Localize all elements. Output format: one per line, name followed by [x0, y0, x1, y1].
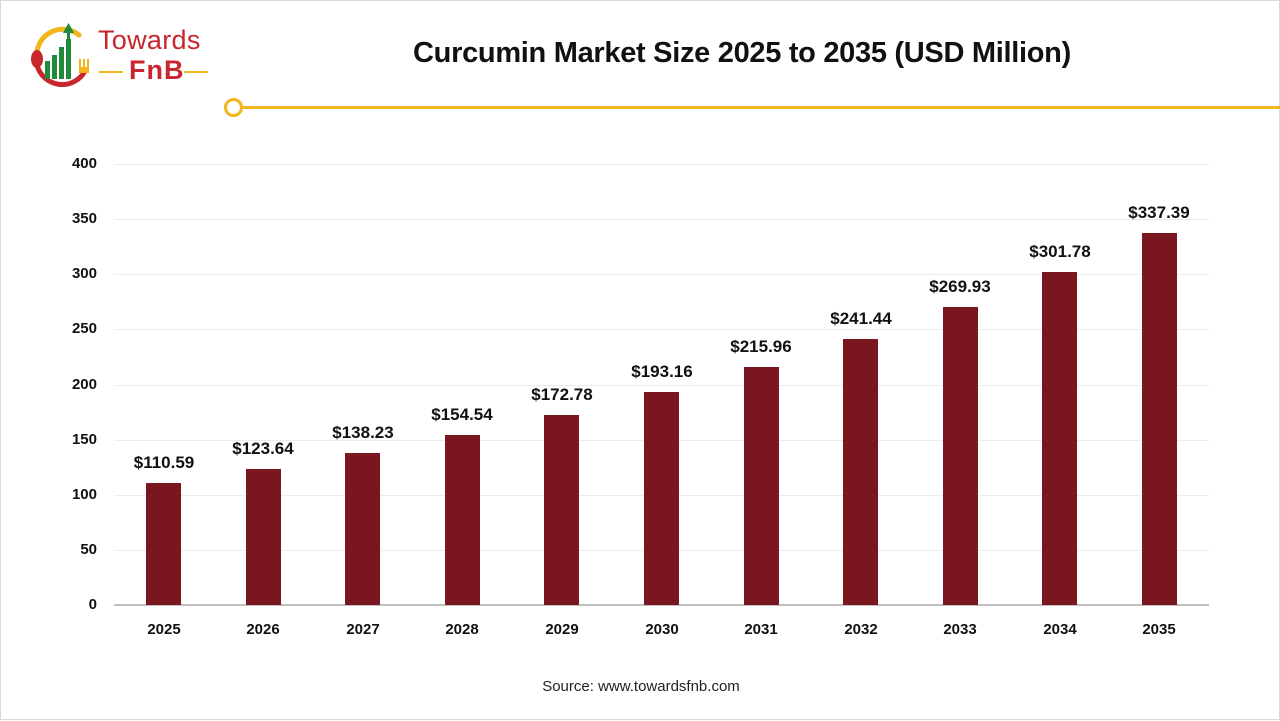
data-label: $301.78: [1029, 242, 1091, 261]
x-axis-tick-label: 2033: [943, 621, 977, 638]
y-axis-tick-label: 100: [71, 486, 97, 503]
x-axis-tick-label: 2029: [545, 621, 579, 638]
bar-2029: [544, 415, 579, 605]
bar-2028: [445, 435, 480, 605]
data-label: $269.93: [929, 277, 991, 296]
bar-2025: [146, 483, 181, 605]
y-axis-tick-label: 400: [71, 155, 97, 172]
bar-2035: [1142, 233, 1177, 605]
source-note: Source: www.towardsfnb.com: [542, 678, 740, 695]
data-label: $337.39: [1128, 203, 1190, 222]
gridline: [114, 385, 1209, 386]
data-label: $193.16: [631, 362, 693, 381]
data-label: $172.78: [531, 385, 593, 404]
bar-2033: [943, 307, 978, 605]
y-axis-tick-label: 50: [80, 541, 97, 558]
x-axis-tick-label: 2027: [346, 621, 380, 638]
x-axis-tick-label: 2034: [1043, 621, 1077, 638]
chart-title: Curcumin Market Size 2025 to 2035 (USD M…: [413, 37, 1071, 69]
logo-dash-left: [99, 71, 123, 73]
bar-2027: [345, 453, 380, 605]
y-axis-tick-label: 300: [71, 265, 97, 282]
gridline: [114, 219, 1209, 220]
bar-2034: [1042, 272, 1077, 605]
bar-2031: [744, 367, 779, 605]
x-axis-tick-label: 2032: [844, 621, 878, 638]
y-axis-tick-label: 350: [71, 210, 97, 227]
x-axis-tick-label: 2031: [744, 621, 778, 638]
y-axis-tick-label: 150: [71, 431, 97, 448]
data-label: $215.96: [730, 337, 792, 356]
brand-name-line1: Towards: [98, 25, 201, 55]
logo-dash-right: [184, 71, 208, 73]
x-axis-tick-label: 2025: [147, 621, 181, 638]
bar-2032: [843, 339, 878, 605]
decorative-line: [243, 106, 1280, 109]
data-label: $241.44: [830, 309, 892, 328]
gridline: [114, 164, 1209, 165]
gridline: [114, 329, 1209, 330]
gridline: [114, 274, 1209, 275]
bar-2026: [246, 469, 281, 605]
x-axis-tick-label: 2030: [645, 621, 679, 638]
data-label: $110.59: [133, 453, 195, 472]
brand-name-line2: FnB: [129, 55, 185, 85]
data-label: $138.23: [332, 423, 394, 442]
y-axis-tick-label: 250: [71, 320, 97, 337]
decorative-circle: [224, 98, 243, 117]
data-label: $154.54: [431, 405, 493, 424]
x-axis-tick-label: 2026: [246, 621, 280, 638]
x-axis-tick-label: 2028: [445, 621, 479, 638]
data-label: $123.64: [232, 439, 294, 458]
brand-logo: Towards FnB: [27, 21, 217, 91]
logo-chart-fork-icon: [31, 23, 89, 88]
bar-2030: [644, 392, 679, 605]
y-axis-tick-label: 0: [88, 596, 97, 613]
x-axis-tick-label: 2035: [1142, 621, 1176, 638]
x-axis-line: [114, 604, 1209, 606]
y-axis-tick-label: 200: [71, 376, 97, 393]
